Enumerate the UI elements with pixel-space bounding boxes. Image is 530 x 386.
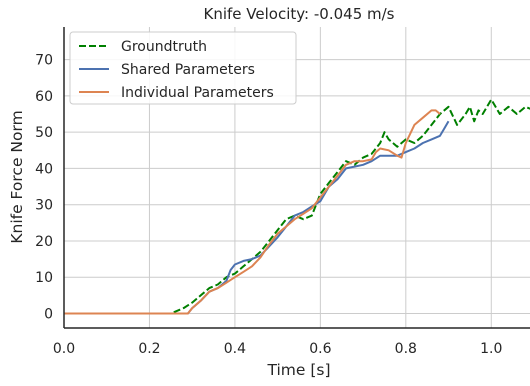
shared-parameters-line: [64, 120, 450, 315]
x-tick-label: 0.8: [395, 341, 417, 357]
x-tick-label: 0.6: [309, 341, 331, 357]
x-axis-label: Time [s]: [266, 361, 330, 379]
y-tick-label: 70: [35, 53, 53, 69]
tick-labels: 0.0 0.2 0.4 0.6 0.8 1.0 0 10 20 30 40 50 60 70: [35, 53, 502, 357]
legend-box: [69, 31, 297, 105]
x-tick-label: 0.2: [138, 341, 160, 357]
y-tick-label: 0: [44, 306, 53, 322]
x-tick-label: 1.0: [480, 341, 502, 357]
y-tick-label: 10: [35, 270, 53, 286]
y-tick-label: 40: [35, 161, 53, 177]
individual-parameters-legend-label: Individual Parameters: [121, 85, 274, 101]
individual-parameters-line: [64, 109, 441, 315]
legend: Groundtruth Shared Parameters Individual P…: [69, 31, 297, 105]
axes-spines: [63, 27, 530, 329]
x-tick-label: 0.0: [53, 341, 75, 357]
y-tick-label: 20: [35, 234, 53, 250]
y-tick-label: 50: [35, 125, 53, 141]
x-tick-label: 0.4: [224, 341, 246, 357]
y-tick-label: 60: [35, 89, 53, 105]
y-tick-label: 30: [35, 198, 53, 214]
y-axis-label: Knife Force Norm: [8, 110, 26, 243]
chart-title: Knife Velocity: -0.045 m/s: [204, 5, 395, 23]
series-lines: [64, 98, 530, 315]
shared-parameters-legend-label: Shared Parameters: [121, 62, 255, 78]
groundtruth-line: [64, 98, 530, 315]
groundtruth-legend-label: Groundtruth: [121, 39, 207, 55]
